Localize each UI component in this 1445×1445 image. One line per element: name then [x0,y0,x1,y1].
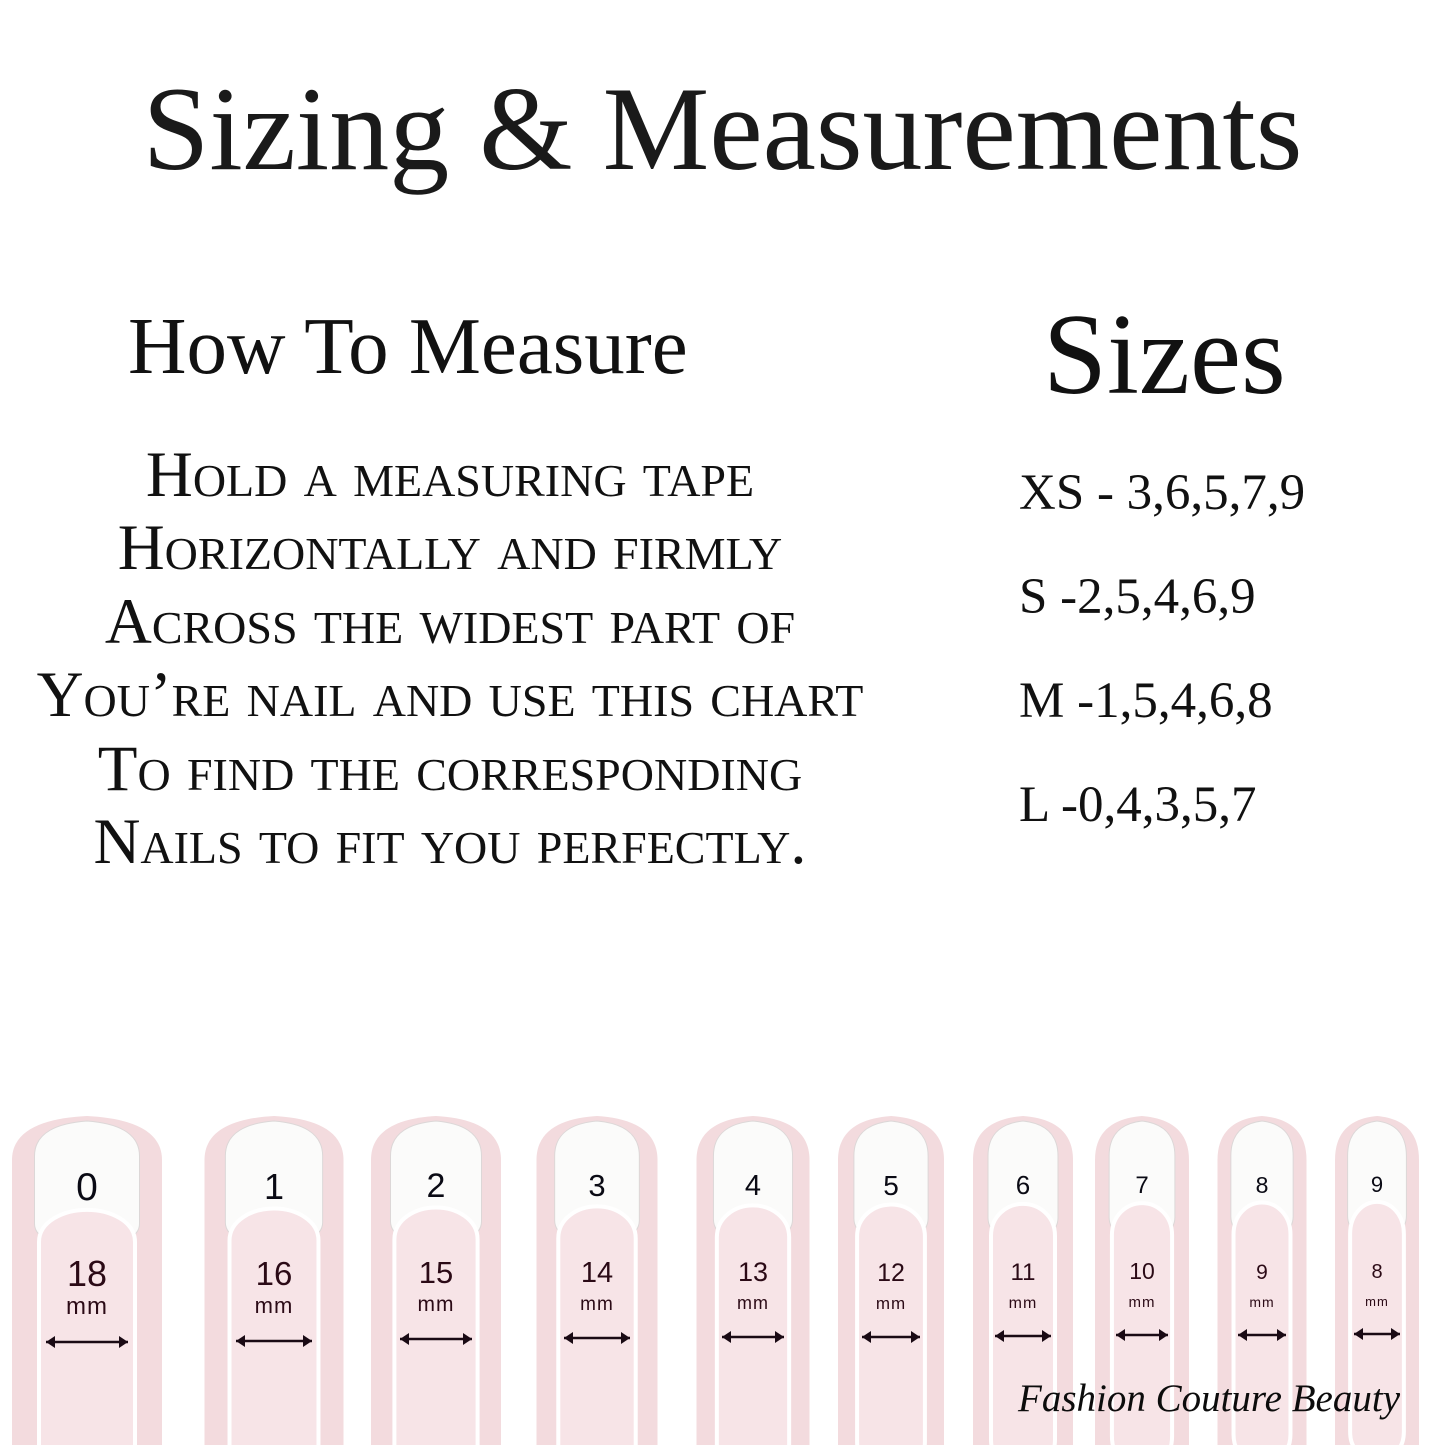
svg-text:mm: mm [255,1293,294,1318]
svg-text:1: 1 [264,1166,284,1207]
svg-text:11: 11 [1011,1259,1036,1286]
svg-text:5: 5 [883,1170,899,1201]
svg-text:4: 4 [745,1170,761,1202]
svg-text:8: 8 [1371,1261,1382,1283]
svg-text:6: 6 [1016,1170,1030,1200]
svg-text:14: 14 [581,1257,613,1289]
svg-text:2: 2 [427,1167,446,1205]
svg-text:16: 16 [256,1255,293,1292]
svg-text:8: 8 [1256,1172,1269,1198]
svg-text:mm: mm [1129,1294,1156,1311]
svg-text:18: 18 [67,1253,107,1294]
svg-text:9: 9 [1256,1261,1268,1284]
svg-text:mm: mm [580,1294,614,1315]
svg-text:13: 13 [738,1257,768,1287]
svg-text:mm: mm [876,1294,906,1313]
svg-text:7: 7 [1135,1172,1148,1199]
svg-text:12: 12 [877,1259,905,1287]
svg-text:mm: mm [66,1293,108,1320]
svg-text:mm: mm [1249,1294,1274,1310]
svg-text:mm: mm [418,1293,455,1316]
svg-text:15: 15 [419,1255,453,1290]
svg-text:0: 0 [76,1166,98,1209]
svg-text:mm: mm [1009,1295,1038,1312]
svg-text:mm: mm [1365,1294,1389,1309]
svg-text:10: 10 [1129,1258,1155,1284]
svg-text:9: 9 [1371,1172,1383,1197]
svg-text:mm: mm [737,1293,769,1313]
svg-text:3: 3 [588,1168,605,1203]
